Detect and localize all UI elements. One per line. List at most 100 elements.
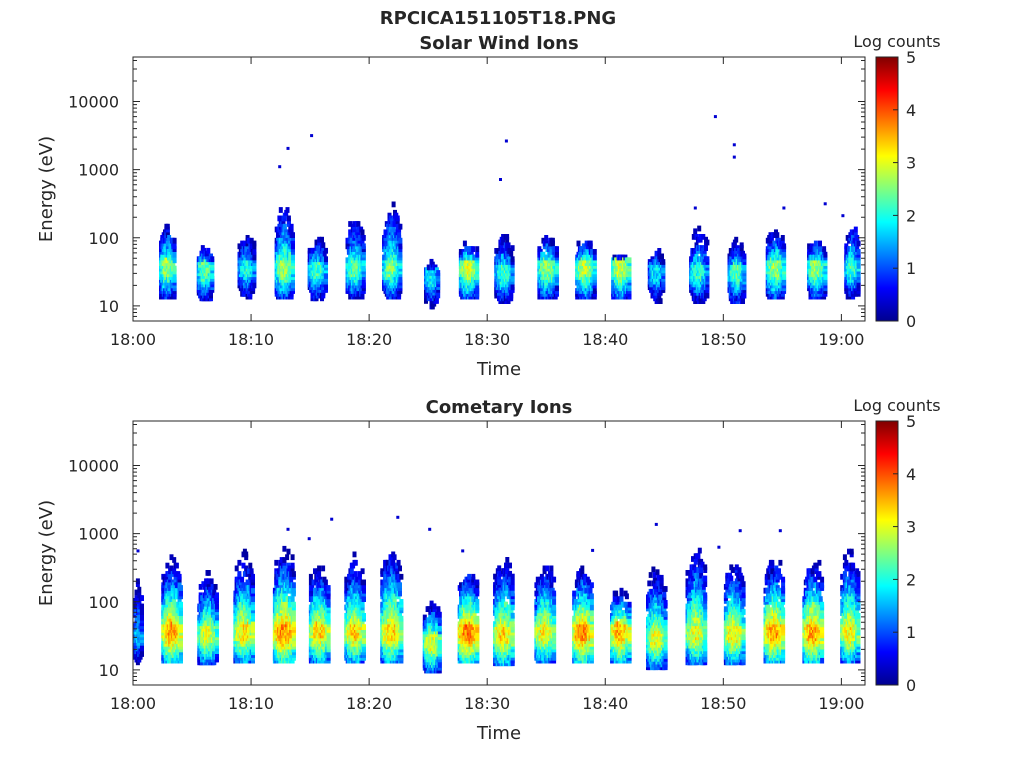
spectrogram-cell <box>398 223 403 230</box>
sparse-count <box>286 146 290 150</box>
spectrogram-cell <box>210 273 215 279</box>
burst <box>494 234 515 304</box>
spectrogram-cell <box>823 251 828 258</box>
spectrogram-cell <box>169 565 174 572</box>
spectrogram-cell <box>179 585 183 591</box>
spectrogram-cell <box>510 284 515 291</box>
x-axis-label: Time <box>476 359 521 380</box>
x-tick-label: 18:10 <box>228 330 274 349</box>
spectrogram-cell <box>475 246 480 252</box>
burst <box>689 225 710 304</box>
spectrogram-cell <box>137 586 142 593</box>
spectrogram-cell <box>169 554 174 561</box>
spectrogram-cell <box>240 576 245 583</box>
spectrogram <box>159 115 861 310</box>
burst <box>424 258 441 310</box>
spectrogram-cell <box>174 562 179 569</box>
spectrogram-cell <box>576 240 581 247</box>
spectrogram-cell <box>324 284 328 290</box>
spectrogram-cell <box>398 276 403 283</box>
spectrogram-cell <box>361 243 366 250</box>
spectrogram-cell <box>237 571 242 577</box>
spectrogram-cell <box>693 228 698 235</box>
spectrogram-cell <box>213 584 218 590</box>
spectrogram-cell <box>395 215 400 222</box>
spectrogram-cell <box>697 225 702 232</box>
spectrogram-cell <box>471 246 476 252</box>
burst <box>611 254 632 300</box>
spectrogram-cell <box>853 226 858 233</box>
spectrogram-cell <box>134 589 139 596</box>
spectrogram-cell <box>361 265 366 272</box>
spectrogram-cell <box>705 239 710 246</box>
spectrogram-cell <box>579 246 584 252</box>
spectrogram-cell <box>661 259 666 265</box>
spectrogram-cell <box>627 257 632 264</box>
spectrogram-cell <box>237 559 242 566</box>
spectrogram-cell <box>286 215 291 222</box>
colorbar-tick-label: 5 <box>906 48 916 67</box>
spectrogram-cell <box>398 237 403 244</box>
spectrogram-cell <box>501 239 506 246</box>
spectrogram-cell <box>238 590 243 597</box>
spectrogram-cell <box>691 234 696 240</box>
spectrogram-cell <box>282 223 287 230</box>
spectrogram-cell <box>162 599 167 605</box>
spectrogram-cell <box>135 578 140 585</box>
spectrogram-cell <box>234 565 239 572</box>
spectrogram-cell <box>555 246 559 252</box>
spectrogram-cell <box>291 232 295 238</box>
spectrogram-cell <box>742 292 747 299</box>
spectrogram-cell <box>361 279 366 286</box>
spectrogram-cell <box>165 599 170 605</box>
spectrogram-cell <box>177 573 182 580</box>
spectrogram-cell <box>278 207 283 213</box>
burst <box>458 240 480 300</box>
spectrogram-cell <box>424 298 428 304</box>
spectrogram-cell <box>210 584 215 590</box>
spectrogram-cell <box>173 571 178 577</box>
spectrogram-cell <box>172 557 177 563</box>
burst <box>575 240 597 300</box>
burst <box>647 248 666 304</box>
colorbar-tick-label: 1 <box>906 259 916 278</box>
spectrogram-cell <box>475 251 480 258</box>
colorbar-tick-label: 4 <box>906 101 916 120</box>
burst <box>765 229 787 300</box>
x-tick-label: 18:40 <box>582 330 628 349</box>
spectrogram-cell <box>241 562 246 569</box>
spectrogram-cell <box>592 254 597 261</box>
burst <box>237 235 257 300</box>
spectrogram-cell <box>317 236 322 243</box>
x-tick-label: 18:00 <box>110 330 156 349</box>
spectrogram-cell <box>436 292 441 299</box>
spectrogram-cell <box>741 298 745 304</box>
spectrogram-cell <box>475 285 480 292</box>
spectrogram-cell <box>739 242 744 249</box>
colorbar-tick-label: 2 <box>906 206 916 225</box>
spectrogram-cell <box>592 249 597 255</box>
y-tick-label: 1000 <box>78 161 119 180</box>
spectrogram-cell <box>172 237 177 244</box>
burst <box>345 221 366 300</box>
burst <box>159 223 177 300</box>
spectrogram-cell <box>172 265 177 272</box>
spectrogram-cell <box>550 237 555 244</box>
burst <box>807 240 828 300</box>
spectrogram-cell <box>252 240 257 247</box>
spectrogram-cell <box>464 246 469 252</box>
spectrogram-cell <box>209 578 214 585</box>
spectrogram-cell <box>179 601 183 608</box>
spectrogram-cell <box>393 221 397 227</box>
spectrogram-cell <box>348 221 353 227</box>
spectrogram-cell <box>248 562 253 569</box>
spectrogram-cell <box>772 240 777 247</box>
x-tick-label: 19:00 <box>818 330 864 349</box>
spectrogram-cell <box>212 589 217 596</box>
sparse-count <box>499 178 502 181</box>
sparse-count <box>841 214 845 218</box>
spectrogram-cell <box>321 242 326 249</box>
spectrogram-cell <box>398 243 403 250</box>
